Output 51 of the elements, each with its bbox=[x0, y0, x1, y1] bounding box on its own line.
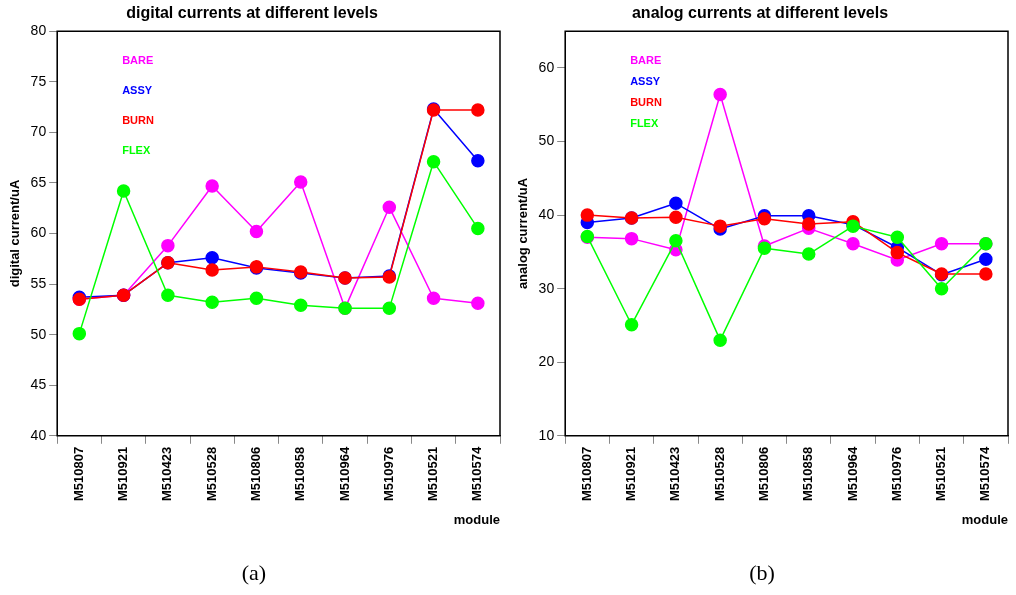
y-tick-label: 60 bbox=[538, 58, 555, 75]
text: (a) bbox=[240, 560, 268, 586]
y-axis-title: analog current/uA bbox=[515, 177, 531, 290]
x-axis-title: module bbox=[961, 512, 1008, 527]
x-tick-label: M510521 bbox=[933, 446, 949, 502]
text: BURN bbox=[630, 96, 662, 109]
y-tick-label: 65 bbox=[30, 173, 47, 190]
y-tick-label: 80 bbox=[30, 22, 47, 39]
x-tick-label: M510806 bbox=[756, 446, 772, 502]
x-tick-label: M510521 bbox=[425, 446, 441, 502]
y-tick-label: 40 bbox=[538, 205, 555, 222]
x-tick-label: M510921 bbox=[115, 446, 131, 502]
y-tick-label: 50 bbox=[30, 325, 47, 342]
y-tick-label: 40 bbox=[30, 426, 47, 443]
x-tick-label: M510423 bbox=[667, 446, 683, 502]
chart-title: analog currents at different levels bbox=[631, 4, 889, 22]
y-tick-label: 10 bbox=[538, 426, 555, 443]
y-tick-label: 20 bbox=[538, 353, 555, 370]
y-tick-label: 45 bbox=[30, 376, 47, 393]
x-tick-label: M510976 bbox=[380, 446, 396, 502]
x-tick-label: M510528 bbox=[203, 446, 219, 502]
x-axis-title: module bbox=[453, 512, 500, 527]
x-tick-label: M510807 bbox=[70, 446, 86, 502]
y-tick-label: 30 bbox=[538, 279, 555, 296]
x-tick-label: M510921 bbox=[623, 446, 639, 502]
y-tick-label: 60 bbox=[30, 224, 47, 241]
chart-title: digital currents at different levels bbox=[126, 4, 378, 22]
x-tick-label: M510858 bbox=[800, 446, 816, 502]
y-tick-label: 50 bbox=[538, 132, 555, 149]
text: ASSY bbox=[630, 75, 661, 88]
x-tick-label: M510964 bbox=[336, 446, 352, 502]
text: ASSY bbox=[122, 84, 153, 97]
x-tick-label: M510528 bbox=[711, 446, 727, 502]
y-tick-label: 75 bbox=[30, 72, 47, 89]
x-tick-label: M510806 bbox=[248, 446, 264, 502]
x-tick-label: M510574 bbox=[977, 446, 993, 502]
y-axis-title: digital current/uA bbox=[7, 179, 23, 288]
text: BURN bbox=[122, 114, 154, 127]
text: BARE bbox=[122, 54, 154, 67]
x-tick-label: M510807 bbox=[578, 446, 594, 502]
y-tick-label: 55 bbox=[30, 274, 47, 291]
text: (b) bbox=[748, 560, 776, 586]
text: FLEX bbox=[122, 144, 151, 157]
text: FLEX bbox=[630, 117, 659, 130]
x-tick-label: M510858 bbox=[292, 446, 308, 502]
x-tick-label: M510976 bbox=[888, 446, 904, 502]
x-tick-label: M510964 bbox=[844, 446, 860, 502]
y-tick-label: 70 bbox=[30, 123, 47, 140]
x-tick-label: M510423 bbox=[159, 446, 175, 502]
x-tick-label: M510574 bbox=[469, 446, 485, 502]
text: BARE bbox=[630, 54, 662, 67]
